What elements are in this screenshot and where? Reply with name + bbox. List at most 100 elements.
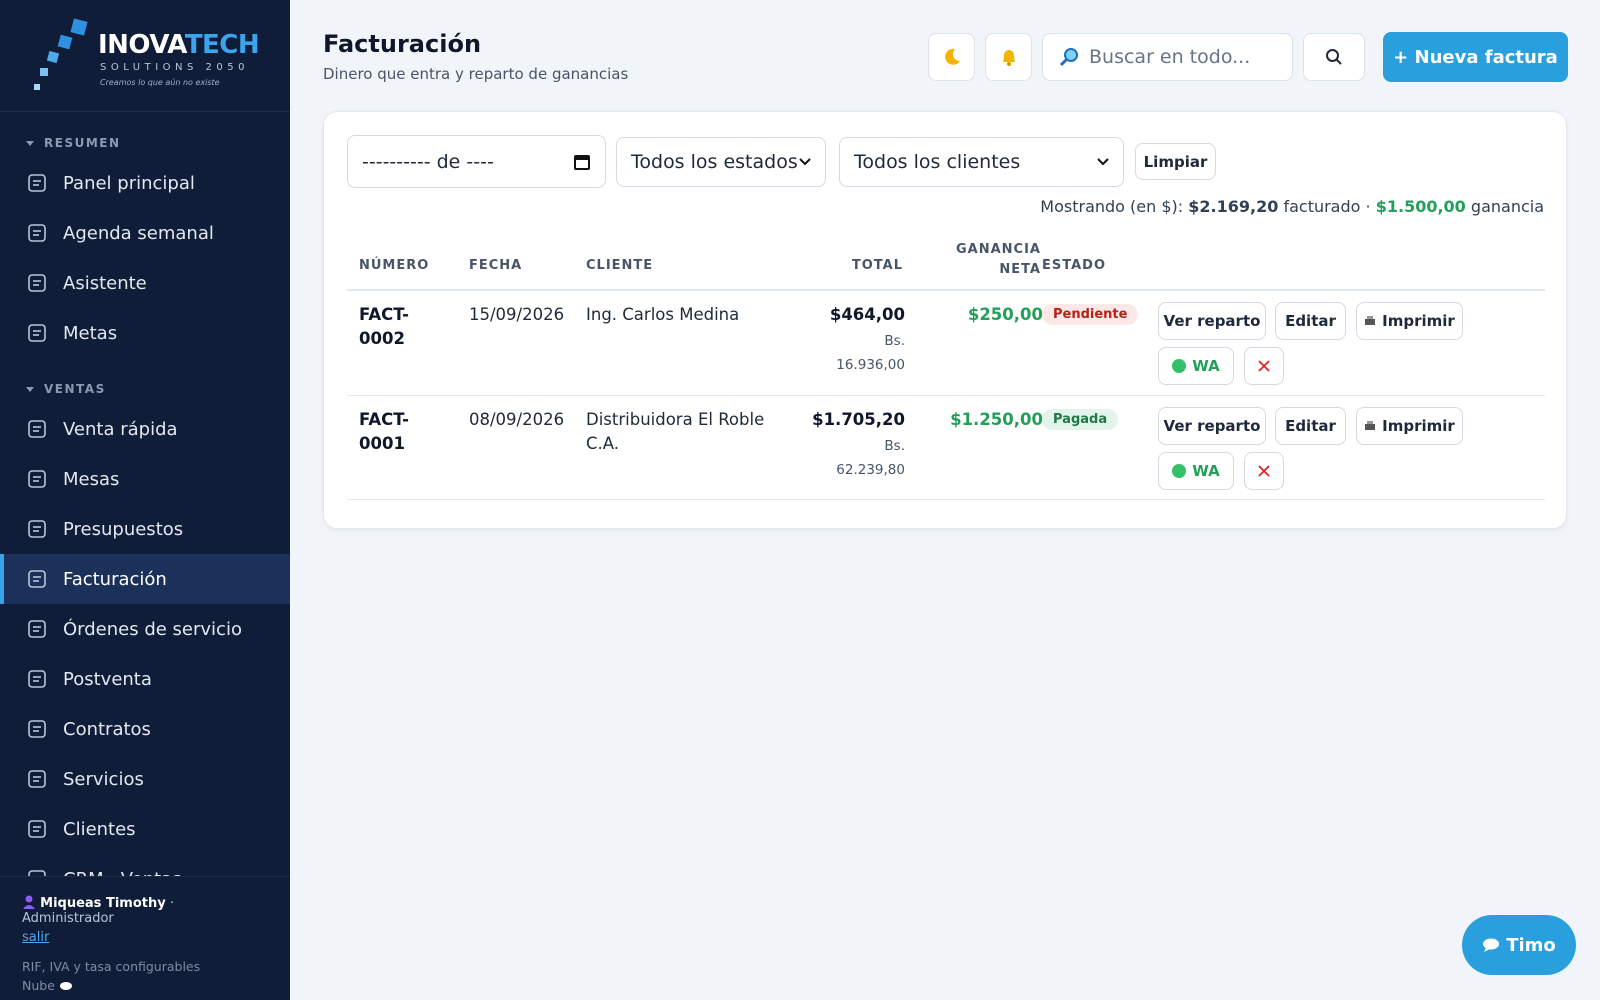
nav-item[interactable]: Servicios xyxy=(0,754,290,804)
nav-label: Asistente xyxy=(63,272,147,294)
brand-b: TECH xyxy=(184,30,260,60)
client-filter[interactable]: Todos los clientes xyxy=(839,137,1124,187)
nav-label: Postventa xyxy=(63,668,152,690)
invoice-date: 08/09/2026 xyxy=(469,410,565,429)
column-header: FECHA xyxy=(469,258,523,273)
date-filter[interactable]: ---------- de ---- xyxy=(347,135,606,188)
whatsapp-button[interactable]: WA xyxy=(1158,452,1234,490)
nav-item[interactable]: Facturación xyxy=(0,554,290,604)
nav-item[interactable]: Contratos xyxy=(0,704,290,754)
invoice-date: 15/09/2026 xyxy=(469,305,565,324)
search-icon xyxy=(1059,48,1078,67)
nav-item[interactable]: Postventa xyxy=(0,654,290,704)
delete-icon xyxy=(1258,465,1270,477)
moon-icon xyxy=(944,48,960,65)
nav-label: Venta rápida xyxy=(63,418,178,440)
whatsapp-button[interactable]: WA xyxy=(1158,347,1234,385)
column-header: ESTADO xyxy=(1042,258,1107,273)
brand-tagline: SOLUTIONS 2050 xyxy=(100,62,249,73)
nav-icon xyxy=(28,620,46,638)
delete-button[interactable] xyxy=(1244,347,1284,385)
action-button[interactable]: Editar xyxy=(1275,407,1346,445)
chat-button[interactable]: Timo xyxy=(1462,915,1576,975)
invoice-total-bs: Bs. 62.239,80 xyxy=(836,438,905,478)
action-label: Editar xyxy=(1285,312,1336,330)
nav-icon xyxy=(28,224,46,242)
brand-a: INOVA xyxy=(98,30,185,60)
sidebar: INOVATECH SOLUTIONS 2050 Creamos lo que … xyxy=(0,0,290,1000)
user-icon xyxy=(23,895,35,909)
notifications-button[interactable] xyxy=(985,33,1032,81)
action-button[interactable]: Imprimir xyxy=(1356,407,1463,445)
summary-prefix: Mostrando (en $): xyxy=(1040,197,1184,216)
bell-icon xyxy=(1002,50,1015,66)
status-filter[interactable]: Todos los estados xyxy=(616,137,826,187)
action-button[interactable]: Ver reparto xyxy=(1158,407,1266,445)
main: Facturación Dinero que entra y reparto d… xyxy=(290,0,1600,1000)
status-value: Todos los estados xyxy=(631,151,798,173)
new-invoice-button[interactable]: + Nueva factura xyxy=(1383,32,1568,82)
nav-label: Presupuestos xyxy=(63,518,184,540)
action-button[interactable]: Imprimir xyxy=(1356,302,1463,340)
summary-billed: $2.169,20 xyxy=(1188,197,1279,216)
summary-profit: $1.500,00 xyxy=(1375,197,1466,216)
delete-button[interactable] xyxy=(1244,452,1284,490)
summary-sep: · xyxy=(1365,197,1371,216)
nav-icon xyxy=(28,520,46,538)
nav-icon xyxy=(28,870,46,876)
nav-item[interactable]: Órdenes de servicio xyxy=(0,604,290,654)
nav-icon xyxy=(28,770,46,788)
status-badge: Pendiente xyxy=(1042,304,1139,325)
brand: INOVATECH SOLUTIONS 2050 Creamos lo que … xyxy=(0,0,290,112)
nav-section-title: VENTAS xyxy=(0,358,290,404)
date-value: ---------- de ---- xyxy=(362,150,494,173)
nav-label: Clientes xyxy=(63,818,136,840)
nav-item[interactable]: Venta rápida xyxy=(0,404,290,454)
action-label: Imprimir xyxy=(1382,312,1455,330)
column-header: CLIENTE xyxy=(586,258,654,273)
invoice-client: Ing. Carlos Medina xyxy=(586,305,740,324)
nav-label: Agenda semanal xyxy=(63,222,214,244)
nav-label: Mesas xyxy=(63,468,120,490)
theme-button[interactable] xyxy=(928,33,975,81)
search-button[interactable] xyxy=(1303,33,1365,81)
action-label: WA xyxy=(1192,462,1220,480)
action-label: Imprimir xyxy=(1382,417,1455,435)
cloud-label: Nube xyxy=(22,978,55,993)
logo-icon xyxy=(34,18,88,90)
nav-label: Contratos xyxy=(63,718,151,740)
nav-item[interactable]: Metas xyxy=(0,308,290,358)
nav-item[interactable]: Presupuestos xyxy=(0,504,290,554)
clear-button[interactable]: Limpiar xyxy=(1135,143,1216,180)
invoices-card: ---------- de ---- Todos los estados Tod… xyxy=(323,111,1567,529)
invoice-profit: $1.250,00 xyxy=(950,410,1043,429)
invoice-total-bs: Bs. 16.936,00 xyxy=(836,333,905,373)
chat-label: Timo xyxy=(1506,934,1556,956)
nav-item[interactable]: Asistente xyxy=(0,258,290,308)
nav-icon xyxy=(28,720,46,738)
nav-icon xyxy=(28,324,46,342)
nav-icon xyxy=(28,420,46,438)
page-subtitle: Dinero que entra y reparto de ganancias xyxy=(323,65,629,83)
chevron xyxy=(1097,158,1109,166)
action-button[interactable]: Ver reparto xyxy=(1158,302,1266,340)
nav-icon xyxy=(28,274,46,292)
search-input[interactable]: Buscar en todo... xyxy=(1042,33,1293,81)
nav-item[interactable]: Mesas xyxy=(0,454,290,504)
action-button[interactable]: Editar xyxy=(1275,302,1346,340)
nav-item[interactable]: Panel principal xyxy=(0,158,290,208)
invoice-total: $1.705,20 xyxy=(812,410,905,429)
logout-link[interactable]: salir xyxy=(22,930,50,945)
nav: RESUMEN Panel principal Agenda semanal Asis… xyxy=(0,112,290,876)
nav-item[interactable]: Clientes xyxy=(0,804,290,854)
nav-section-title: RESUMEN xyxy=(0,112,290,158)
search-glass xyxy=(1326,49,1342,65)
nav-item[interactable]: Agenda semanal xyxy=(0,208,290,258)
cloud-icon xyxy=(59,982,72,990)
action-label: WA xyxy=(1192,357,1220,375)
user-line: Miqueas Timothy · Administrador xyxy=(22,895,268,926)
user-name: Miqueas Timothy xyxy=(40,896,166,911)
column-header: TOTAL xyxy=(851,258,903,273)
nav-item[interactable]: CRM · Ventas xyxy=(0,854,290,876)
